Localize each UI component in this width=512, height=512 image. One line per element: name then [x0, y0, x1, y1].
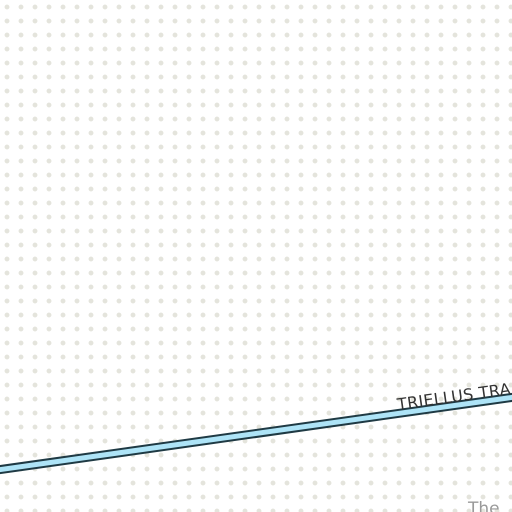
- place-label: The: [467, 499, 500, 512]
- road-triellus[interactable]: [0, 394, 512, 473]
